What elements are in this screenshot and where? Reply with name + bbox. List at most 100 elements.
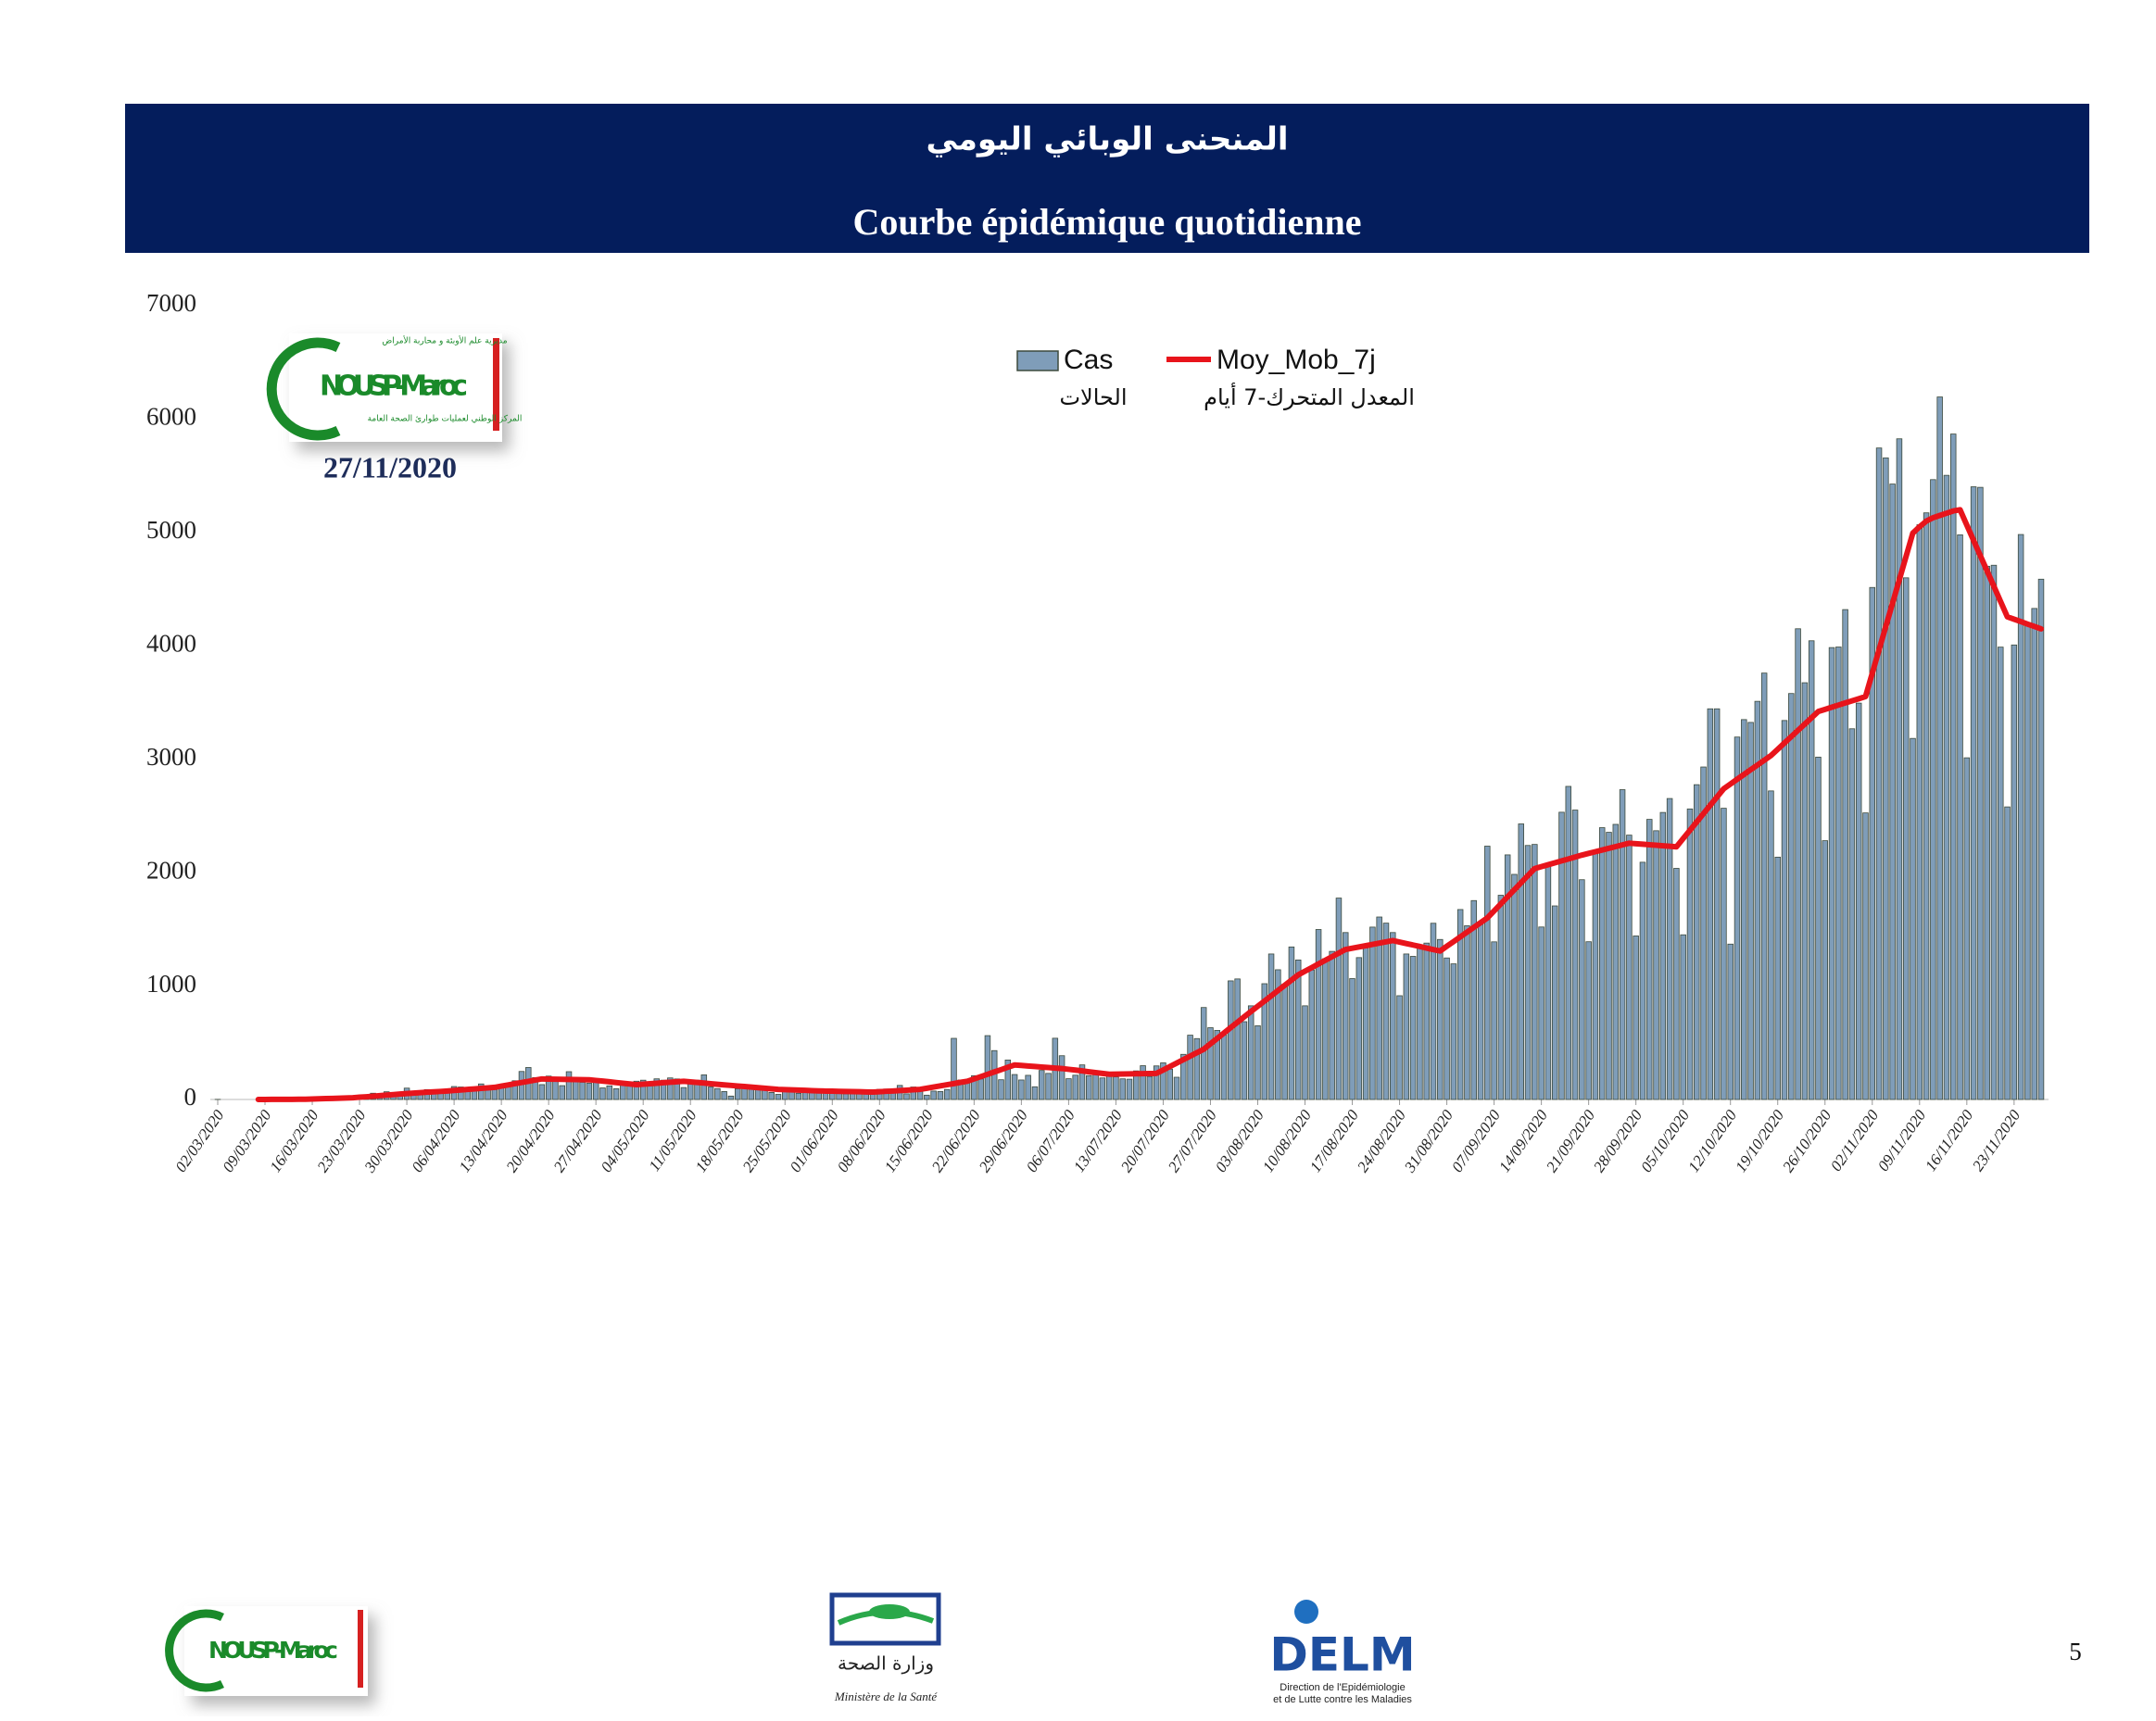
bar: [1404, 954, 1409, 1099]
bar: [1998, 647, 2003, 1099]
bar: [775, 1094, 781, 1099]
bar: [965, 1083, 970, 1099]
footer-logo-nousp: NOUSP-Maroc: [170, 1606, 368, 1696]
bar: [607, 1086, 612, 1099]
delm-name: DELM: [1269, 1628, 1415, 1682]
bar: [1856, 703, 1861, 1099]
bar: [1944, 475, 1949, 1099]
bar: [1235, 979, 1241, 1099]
y-tick-label: 7000: [146, 289, 196, 317]
bar: [1512, 874, 1518, 1099]
x-tick-label: 23/11/2020: [1969, 1106, 2024, 1175]
bar: [1519, 823, 1524, 1099]
page-number: 5: [2069, 1638, 2082, 1665]
ministry-french: Ministère de la Santé: [834, 1690, 939, 1703]
bar: [492, 1089, 498, 1099]
bar: [1478, 922, 1483, 1099]
bar: [1829, 647, 1834, 1099]
bar: [1978, 487, 1984, 1099]
bar: [1863, 813, 1869, 1099]
bar: [1336, 898, 1342, 1099]
bar: [796, 1093, 801, 1099]
bar: [1640, 862, 1645, 1099]
bar: [1268, 954, 1274, 1099]
bar: [1167, 1069, 1173, 1099]
y-tick-label: 0: [184, 1083, 197, 1111]
bar: [715, 1088, 721, 1099]
bar: [1607, 833, 1612, 1099]
bar: [1248, 1006, 1254, 1099]
logo-arabic: مديرية علم الأوبئة و محاربة الأمراض: [382, 335, 507, 346]
bar: [1937, 397, 1943, 1099]
bar: [1390, 933, 1395, 1099]
bar: [1141, 1066, 1146, 1099]
legend-label-arabic: المعدل المتحرك-7 أيام: [1204, 383, 1415, 410]
bar: [816, 1093, 822, 1099]
bar: [580, 1082, 586, 1099]
bar: [1897, 439, 1902, 1099]
bar: [1539, 927, 1545, 1099]
bar: [1397, 996, 1403, 1099]
bar: [1714, 709, 1720, 1099]
bar: [1654, 831, 1659, 1099]
bar: [1876, 448, 1882, 1099]
bar: [1552, 906, 1557, 1099]
bar: [648, 1086, 653, 1099]
y-tick-label: 6000: [146, 403, 196, 431]
bar: [843, 1094, 849, 1099]
bar: [1681, 935, 1686, 1099]
bar: [1991, 565, 1997, 1099]
bar: [952, 1038, 957, 1099]
bar: [1174, 1077, 1179, 1099]
delm-line: Direction de l'Epidémiologie: [1280, 1682, 1405, 1693]
bar: [728, 1096, 734, 1099]
bar: [1964, 758, 1970, 1099]
y-tick-label: 5000: [146, 516, 196, 544]
bar: [1809, 641, 1814, 1099]
bar: [904, 1094, 910, 1099]
ministry-mark: [869, 1604, 910, 1619]
bar: [2032, 609, 2037, 1099]
bar: [1734, 737, 1740, 1099]
bar: [1012, 1074, 1017, 1099]
bar: [1451, 964, 1456, 1099]
bar: [1330, 951, 1335, 1099]
bar: [1660, 812, 1666, 1099]
bar: [1802, 683, 1808, 1099]
bar: [999, 1080, 1004, 1099]
bar: [1788, 694, 1794, 1099]
bar: [1093, 1074, 1099, 1099]
bar: [1363, 948, 1368, 1099]
bar: [1646, 820, 1652, 1099]
bar: [1761, 673, 1767, 1099]
bar: [1032, 1087, 1038, 1099]
bar: [1931, 480, 1936, 1099]
bar: [1627, 835, 1633, 1099]
bar: [1282, 984, 1288, 1099]
bar: [1424, 943, 1430, 1099]
legend-swatch: [1017, 351, 1058, 371]
bar: [560, 1086, 565, 1099]
logo-name: NOUSP-Maroc: [320, 371, 468, 403]
bar: [1796, 629, 1801, 1099]
bar: [573, 1081, 578, 1099]
bar: [1694, 785, 1699, 1099]
bar: [1572, 810, 1578, 1099]
bar: [1923, 513, 1929, 1099]
bar: [1835, 647, 1841, 1099]
bar: [924, 1095, 929, 1099]
bar: [1613, 824, 1619, 1099]
bar: [1465, 925, 1470, 1099]
bar: [1593, 851, 1598, 1099]
bar: [1242, 1022, 1247, 1099]
bar: [2038, 579, 2044, 1099]
bar: [1985, 566, 1990, 1099]
bar: [1687, 809, 1693, 1099]
bar: [1559, 812, 1565, 1099]
bar: [1843, 609, 1848, 1099]
bar: [1228, 981, 1233, 1099]
ministry-arabic: وزارة الصحة: [838, 1652, 934, 1675]
bar: [1903, 578, 1909, 1099]
